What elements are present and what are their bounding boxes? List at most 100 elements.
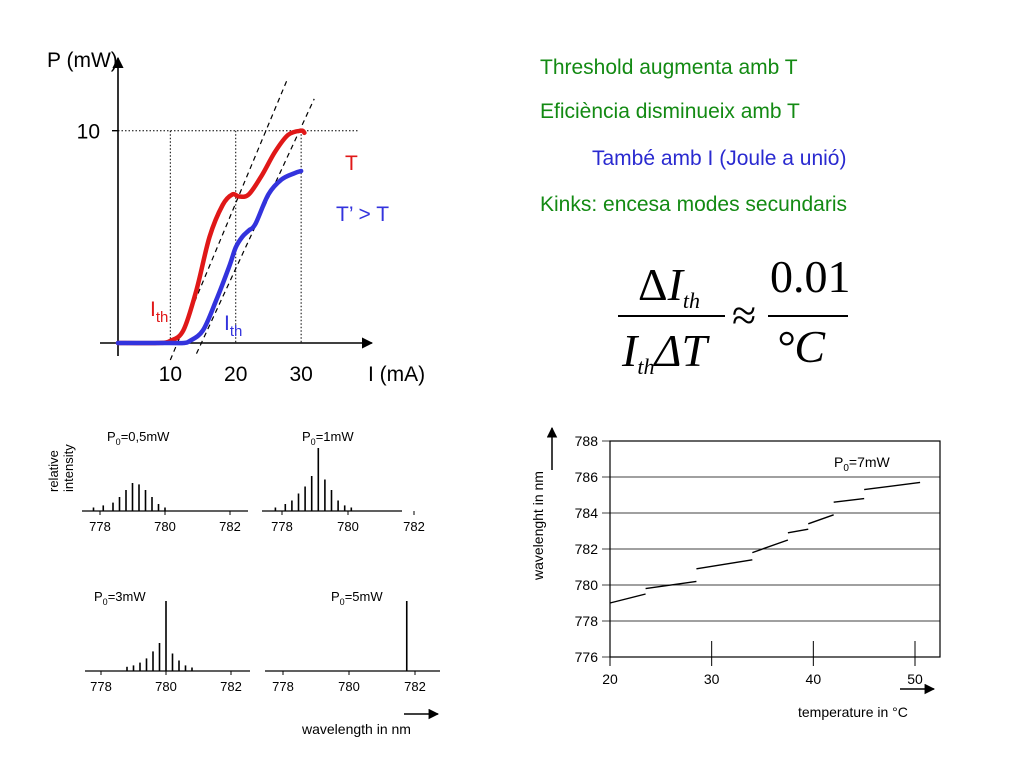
- spectrum-0-tick-1: 780: [154, 519, 176, 534]
- spectrum-0-power-sub: 0: [116, 437, 121, 447]
- spectrum-1-power-sub: 0: [311, 437, 316, 447]
- spectrum-2-power-sub: 0: [103, 597, 108, 607]
- spectrum-0-tick-2: 782: [219, 519, 241, 534]
- pi-x-axis-label: I (mA): [368, 363, 425, 386]
- formula-num-sub: th: [683, 288, 700, 313]
- spectrum-3-power-value: =5mW: [345, 589, 384, 604]
- mh-y-tick-5: 786: [575, 469, 599, 485]
- note-threshold: Threshold augmenta amb T: [540, 56, 798, 79]
- mh-power-sub: 0: [843, 463, 849, 474]
- formula-den-delta: ΔT: [652, 325, 710, 376]
- spectrum-3-tick-2: 782: [404, 679, 426, 694]
- spectra-ylabel-line1: relative: [46, 450, 61, 492]
- cold-curve-label: T: [345, 152, 358, 175]
- spectrum-3-power-label: P0=5mW: [331, 589, 383, 607]
- spectrum-3-tick-1: 780: [338, 679, 360, 694]
- pi-x-tick-2: 30: [289, 363, 312, 386]
- mh-gridlines: [602, 440, 940, 666]
- note-efficiency: Eficiència disminueix amb T: [540, 100, 800, 123]
- spectrum-2-power-value: =3mW: [108, 589, 147, 604]
- mh-x-tick-0: 20: [602, 671, 618, 687]
- pi-threshold-line-1: [195, 98, 315, 354]
- mh-power-annotation: P0=7mW: [834, 454, 891, 474]
- spectrum-1-power-label: P0=1mW: [302, 429, 354, 447]
- formula-rhs-numerator: 0.01: [770, 251, 851, 302]
- cold-ith-sub: th: [156, 309, 169, 326]
- mh-x-tick-3: 50: [907, 671, 923, 687]
- spectrum-1-tick-2: 782: [403, 519, 425, 534]
- spectrum-2-tick-1: 780: [155, 679, 177, 694]
- formula-numerator: ΔIth: [638, 259, 700, 313]
- pi-y-tick-0: 10: [77, 121, 100, 144]
- spectrum-2-tick-0: 778: [90, 679, 112, 694]
- spectrum-1-tick-0: 778: [271, 519, 293, 534]
- mh-segments-group: [609, 481, 921, 604]
- pi-x-tick-1: 20: [224, 363, 247, 386]
- pi-x-tick-labels: 10 20 30: [159, 363, 313, 386]
- spectrum-panel-1: 778 780 782 P0=1mW: [262, 429, 425, 534]
- note-kinks: Kinks: encesa modes secundaris: [540, 193, 847, 216]
- spectrum-1-power-value: =1mW: [316, 429, 355, 444]
- formula-den-sub: th: [637, 354, 654, 379]
- note-joule: També amb I (Joule a unió): [592, 147, 847, 170]
- formula-approx: ≈: [732, 291, 756, 340]
- mh-x-tick-2: 40: [806, 671, 822, 687]
- formula-den-var: I: [621, 325, 640, 376]
- mh-ylabel: wavelenght in nm: [530, 471, 546, 581]
- mode-hopping-chart: 776 778 780 782 784 786 788 20 30 40 50 wavelenght…: [530, 426, 941, 720]
- spectra-ylabel-line2: intensity: [61, 444, 76, 492]
- mh-segment-7: [864, 481, 921, 491]
- mh-y-tick-6: 788: [575, 433, 599, 449]
- spectrum-panel-2: 778 780 782 P0=3mW: [85, 589, 250, 694]
- mh-segment-2: [696, 559, 753, 570]
- mh-y-tick-2: 780: [575, 577, 599, 593]
- spectrum-0-tick-0: 778: [89, 519, 111, 534]
- spectrum-3-tick-0: 778: [272, 679, 294, 694]
- pi-series-cold: [115, 128, 307, 346]
- mh-xlabel: temperature in °C: [798, 704, 908, 720]
- mh-y-tick-3: 782: [575, 541, 599, 557]
- mh-segment-6: [833, 497, 865, 503]
- formula-num-delta: Δ: [638, 259, 668, 310]
- mh-y-tick-0: 776: [575, 649, 599, 665]
- threshold-formula: ΔIth IthΔT ≈ 0.01 °C: [600, 250, 860, 380]
- mh-segment-1: [645, 580, 697, 590]
- hot-ith-main: I: [224, 312, 230, 335]
- formula-svg: ΔIth IthΔT ≈ 0.01 °C: [618, 251, 851, 379]
- spectrum-panel-3: 778 780 782 P0=5mW: [265, 589, 440, 694]
- spectrum-2-power-label: P0=3mW: [94, 589, 146, 607]
- spectrum-3-power-sub: 0: [340, 597, 345, 607]
- spectrum-2-tick-2: 782: [220, 679, 242, 694]
- pi-x-tick-0: 10: [159, 363, 182, 386]
- pi-y-tick-labels: 10: [77, 121, 100, 144]
- hot-threshold-label: Ith: [224, 312, 242, 340]
- pi-threshold-lines: [169, 77, 315, 361]
- mh-segment-3: [752, 539, 789, 554]
- hot-ith-sub: th: [230, 323, 243, 340]
- cold-ith-main: I: [150, 298, 156, 321]
- mh-segment-5: [808, 514, 834, 525]
- cold-threshold-label: Ith: [150, 298, 168, 326]
- spectrum-0-power-value: =0,5mW: [121, 429, 170, 444]
- spectra-xlabel: wavelength in nm: [301, 721, 411, 737]
- spectrum-1-tick-1: 780: [337, 519, 359, 534]
- mh-tick-labels: 776 778 780 782 784 786 788 20 30 40 50: [575, 433, 923, 687]
- mh-y-tick-1: 778: [575, 613, 599, 629]
- formula-denominator: IthΔT: [621, 325, 710, 379]
- pi-threshold-line-0: [169, 77, 289, 361]
- mh-y-tick-4: 784: [575, 505, 599, 521]
- pi-y-axis-label: P (mW): [47, 49, 118, 72]
- pi-series-group: [115, 128, 307, 346]
- spectra-panels: 778 780 782 P0=0,5mW 778 780 782 P0=1mW 778 780 78…: [82, 429, 440, 694]
- mh-x-tick-1: 30: [704, 671, 720, 687]
- formula-num-var: I: [667, 259, 686, 310]
- spectrum-panel-0: 778 780 782 P0=0,5mW: [82, 429, 248, 534]
- mh-power-value: =7mW: [849, 454, 891, 470]
- mh-segment-0: [609, 593, 646, 604]
- hot-curve-label: T’ > T: [336, 203, 389, 226]
- formula-rhs-denominator: °C: [776, 321, 826, 372]
- pi-series-hot: [115, 168, 304, 346]
- pi-curve-chart: 10 20 30 10 P (mW) I (mA) T T’ > T Ith Ith: [47, 49, 425, 386]
